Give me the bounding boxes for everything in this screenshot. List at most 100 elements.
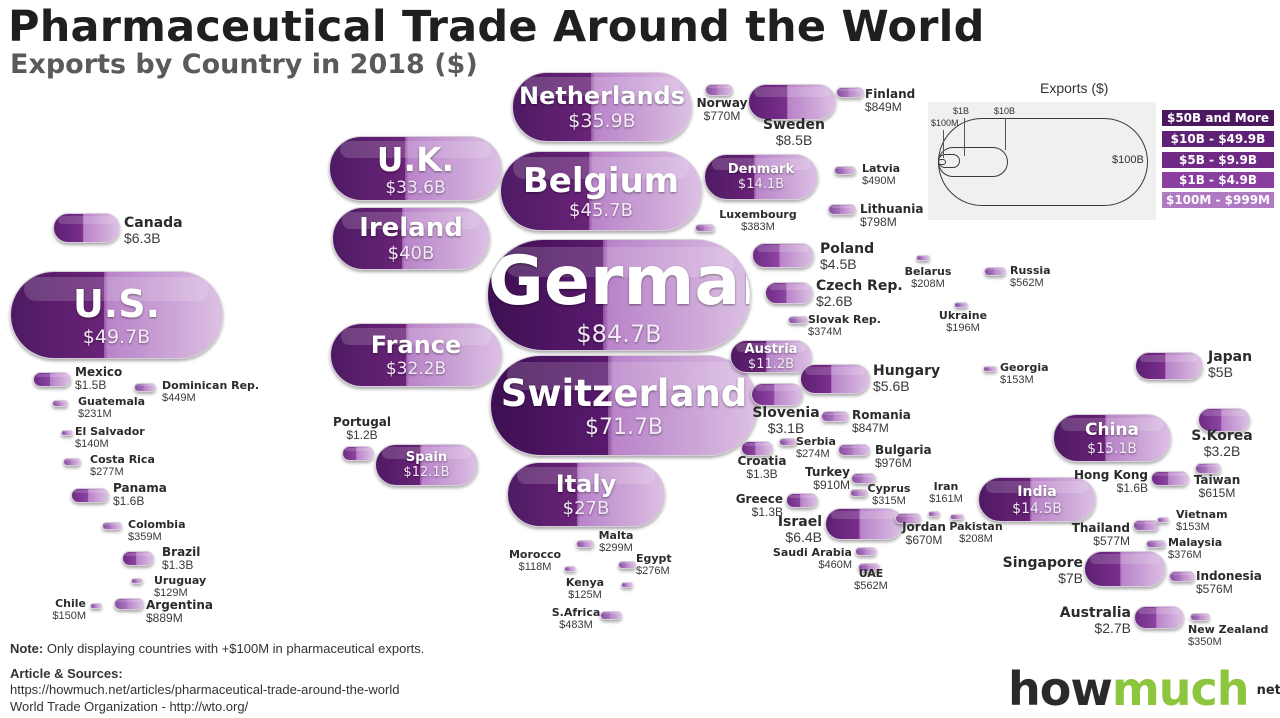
country-value-sweden: $8.5B (775, 132, 813, 149)
country-value-brazil: $1.3B (162, 558, 194, 573)
pill-cap-bulgaria (852, 445, 869, 455)
pill-shine-new-zealand (1192, 614, 1208, 617)
source-article-url[interactable]: https://howmuch.net/articles/pharmaceuti… (10, 682, 400, 697)
country-name-costa-rica: Costa Rica (90, 453, 155, 466)
country-value-canada: $6.3B (124, 230, 161, 247)
country-label-morocco: Morocco $118M (475, 548, 595, 573)
country-value-luxembourg: $383M (741, 221, 775, 234)
pill-cap-s-korea (1221, 409, 1249, 431)
pill-cap-indonesia (1180, 572, 1194, 581)
pill-shine-sweden (754, 87, 830, 97)
pill-belgium: Belgium $45.7B (500, 151, 702, 231)
country-label-new-zealand: New Zealand $350M (1188, 623, 1268, 648)
country-name-slovak-rep: Slovak Rep. (808, 313, 881, 326)
pill-spain: Spain $12.1B (375, 444, 478, 486)
legend-category-2: $10B - $49.9B (1162, 131, 1274, 147)
pill-cap-romania (833, 412, 848, 421)
country-name-ukraine: Ukraine (938, 309, 988, 322)
legend: Exports ($) $1B $10B $100M $100B $50B an… (928, 80, 1278, 220)
country-name-slovenia: Slovenia (752, 405, 820, 421)
country-value-israel: $6.4B (785, 529, 822, 546)
legend-leader-1b (964, 118, 965, 156)
pill-cap-poland (779, 244, 813, 267)
country-value-pakistan: $208M (959, 533, 993, 546)
pill-turkey (851, 473, 876, 484)
pill-cap-netherlands (591, 73, 691, 141)
country-name-kenya: Kenya (565, 576, 605, 589)
pill-costa-rica (63, 458, 81, 466)
pill-cap-japan (1165, 353, 1202, 379)
country-label-chile: Chile $150M (52, 597, 86, 622)
logo-how: how (1008, 662, 1113, 716)
pill-shine-spain (382, 447, 471, 459)
pill-hungary (800, 364, 870, 394)
pill-shine-netherlands (523, 77, 681, 97)
country-name-singapore: Singapore (1002, 555, 1083, 571)
pill-iran (928, 511, 940, 517)
pill-shine-uae (860, 564, 878, 567)
pill-shine-thailand (1135, 521, 1157, 525)
country-label-thailand: Thailand $577M (1072, 521, 1130, 548)
country-value-slovenia: $3.1B (767, 420, 805, 437)
pill-cap-france (405, 324, 501, 386)
pill-cap-slovak-rep (796, 317, 807, 323)
country-value-spain: $12.1B (403, 465, 450, 480)
pill-shine-canada (57, 215, 116, 224)
legend-tick-1b: $1B (953, 106, 970, 116)
country-value-uae: $562M (854, 580, 888, 593)
country-label-costa-rica: Costa Rica $277M (90, 453, 155, 478)
pill-malta (576, 540, 594, 548)
pill-shine-georgia (984, 367, 996, 369)
pill-switzerland: Switzerland $71.7B (490, 355, 758, 456)
country-name-egypt: Egypt (636, 552, 672, 565)
pill-shine-s-korea (1202, 410, 1246, 417)
country-value-hong-kong: $1.6B (1116, 481, 1148, 496)
pill-shine-jordan (897, 514, 919, 518)
legend-tick-100m: $100M (931, 118, 959, 128)
country-value-australia: $2.7B (1094, 620, 1131, 637)
pill-ukraine (954, 302, 968, 308)
country-value-finland: $849M (865, 100, 902, 115)
country-name-turkey: Turkey (805, 465, 850, 479)
country-name-cyprus: Cyprus (867, 482, 911, 495)
pill-cap-morocco (569, 567, 575, 571)
country-value-portugal: $1.2B (346, 428, 378, 443)
pill-kenya (621, 582, 633, 588)
pill-u-k: U.K. $33.6B (329, 136, 502, 201)
country-label-guatemala: Guatemala $231M (78, 395, 146, 420)
pill-shine-ukraine (955, 303, 967, 305)
pill-serbia (779, 438, 797, 446)
pill-shine-brazil (124, 552, 152, 557)
pill-cap-italy (576, 463, 664, 526)
pill-shine-luxembourg (697, 225, 713, 228)
pill-cap-belgium (589, 152, 701, 230)
pill-cap-new-zealand (1198, 614, 1209, 620)
pill-cap-chile (95, 604, 101, 608)
pill-shine-guatemala (53, 401, 67, 403)
country-name-czech-rep: Czech Rep. (816, 278, 903, 294)
country-label-czech-rep: Czech Rep. $2.6B (816, 278, 903, 310)
pill-cap-sweden (786, 85, 835, 119)
pill-shine-romania (823, 412, 847, 416)
pill-israel (825, 508, 903, 540)
country-value-saudi-arabia: $460M (818, 559, 852, 572)
pill-austria: Austria $11.2B (730, 340, 812, 373)
pill-germany: Germany$84.7B (487, 239, 751, 351)
source-wto[interactable]: World Trade Organization - http://wto.or… (10, 699, 249, 714)
country-name-switzerland: Switzerland (500, 371, 748, 415)
pill-bulgaria (838, 444, 870, 456)
country-name-chile: Chile (55, 597, 86, 610)
country-value-malta: $299M (599, 542, 633, 555)
pill-cap-ireland (401, 208, 489, 269)
pill-shine-turkey (853, 474, 874, 478)
pill-cap-malaysia (1154, 541, 1165, 547)
pill-shine-chile (91, 604, 101, 606)
country-label-japan: Japan $5B (1208, 349, 1252, 381)
country-label-slovak-rep: Slovak Rep. $374M (808, 313, 881, 338)
country-name-ireland: Ireland (359, 213, 463, 244)
pill-cap-turkey (862, 474, 875, 483)
country-name-croatia: Croatia (737, 454, 787, 468)
country-name-u-s: U.S. (72, 282, 161, 327)
country-label-georgia: Georgia $153M (1000, 361, 1049, 386)
country-name-guatemala: Guatemala (78, 395, 146, 408)
